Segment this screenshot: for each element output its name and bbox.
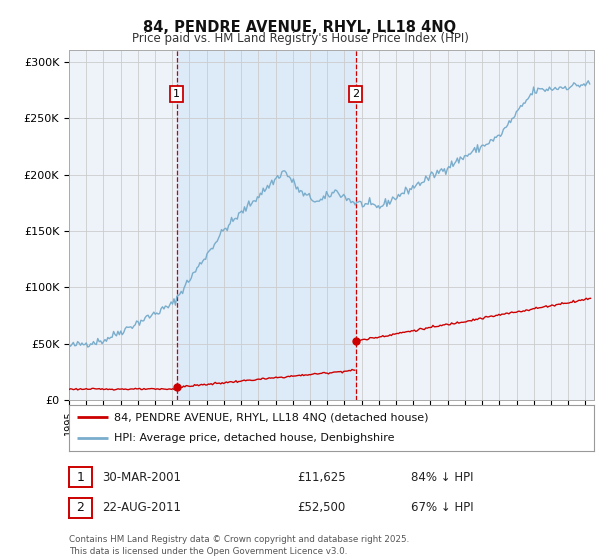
Text: 84% ↓ HPI: 84% ↓ HPI — [411, 470, 473, 484]
Text: 84, PENDRE AVENUE, RHYL, LL18 4NQ: 84, PENDRE AVENUE, RHYL, LL18 4NQ — [143, 20, 457, 35]
Text: Contains HM Land Registry data © Crown copyright and database right 2025.
This d: Contains HM Land Registry data © Crown c… — [69, 535, 409, 556]
Text: £52,500: £52,500 — [297, 501, 345, 515]
Text: 1: 1 — [173, 89, 180, 99]
Text: 2: 2 — [352, 89, 359, 99]
Text: 22-AUG-2011: 22-AUG-2011 — [102, 501, 181, 515]
Text: 84, PENDRE AVENUE, RHYL, LL18 4NQ (detached house): 84, PENDRE AVENUE, RHYL, LL18 4NQ (detac… — [113, 412, 428, 422]
Text: 1: 1 — [76, 470, 85, 484]
Text: 67% ↓ HPI: 67% ↓ HPI — [411, 501, 473, 515]
Text: 30-MAR-2001: 30-MAR-2001 — [102, 470, 181, 484]
Text: Price paid vs. HM Land Registry's House Price Index (HPI): Price paid vs. HM Land Registry's House … — [131, 32, 469, 45]
Text: 2: 2 — [76, 501, 85, 515]
Text: HPI: Average price, detached house, Denbighshire: HPI: Average price, detached house, Denb… — [113, 433, 394, 444]
Bar — [176, 50, 356, 400]
Text: £11,625: £11,625 — [297, 470, 346, 484]
